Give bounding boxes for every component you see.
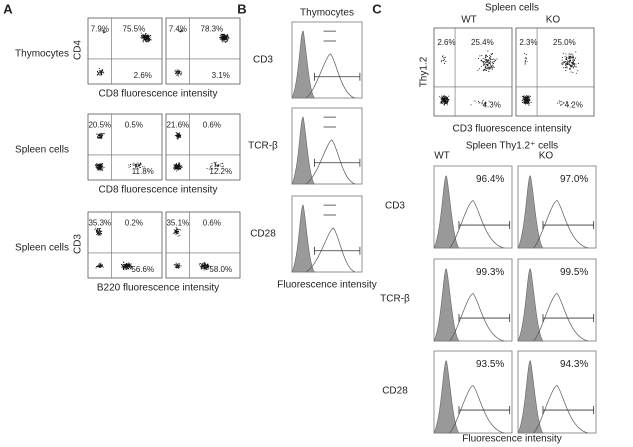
gate-marker xyxy=(458,221,511,230)
panel-label: C xyxy=(372,1,382,16)
percentage: 93.5% xyxy=(476,359,504,370)
percentage: 20.5% xyxy=(88,120,111,129)
dots xyxy=(439,50,498,107)
stain-histogram xyxy=(449,200,505,249)
marker-label: CD28 xyxy=(382,386,408,397)
percentage: 97.0% xyxy=(560,174,588,185)
percentage: 0.6% xyxy=(203,218,221,227)
x-axis-label: CD8 fluorescence intensity xyxy=(99,89,218,100)
percentage: 0.2% xyxy=(125,218,143,227)
dots xyxy=(521,51,579,106)
gate-marker xyxy=(314,158,361,167)
gate-marker xyxy=(458,406,511,415)
control-histogram xyxy=(291,204,315,273)
percentage: 56.6% xyxy=(131,265,154,274)
gate-marker xyxy=(542,314,595,323)
percentage: 99.5% xyxy=(560,267,588,278)
percentage: 0.5% xyxy=(125,120,143,129)
x-axis-label: CD8 fluorescence intensity xyxy=(99,185,218,196)
percentage: 2.6% xyxy=(437,38,455,47)
dots xyxy=(94,227,133,271)
stain-histogram xyxy=(449,385,505,434)
percentage: 25.0% xyxy=(553,38,576,47)
percentage: 12.2% xyxy=(209,167,232,176)
mean-marks xyxy=(323,30,337,42)
percentage: 96.4% xyxy=(476,174,504,185)
column-label: WT xyxy=(461,15,477,26)
sub-title: Spleen Thy1.2⁺ cells xyxy=(466,141,558,152)
dots xyxy=(174,29,230,77)
control-histogram xyxy=(517,268,544,342)
percentage: 58.0% xyxy=(209,265,232,274)
stain-histogram xyxy=(449,293,505,342)
panel-title: Spleen cells xyxy=(485,3,539,14)
control-histogram xyxy=(433,175,460,249)
marker-label: CD3 xyxy=(253,55,273,66)
stain-histogram xyxy=(305,139,356,185)
sample-label: Spleen cells xyxy=(15,145,69,156)
x-axis-label: Fluorescence intensity xyxy=(277,280,377,291)
percentage: 99.3% xyxy=(476,267,504,278)
percentage: 7.9% xyxy=(91,24,109,33)
percentage: 35.1% xyxy=(166,218,189,227)
marker-label: CD3 xyxy=(385,201,405,212)
mean-marks xyxy=(323,116,337,128)
y-axis-label: CD3 xyxy=(73,234,84,254)
gate-marker xyxy=(542,221,595,230)
marker-label: TCR-β xyxy=(248,141,278,152)
stain-histogram xyxy=(305,227,356,273)
percentage: 2.3% xyxy=(519,38,537,47)
y-axis-label: Thy1.2 xyxy=(419,56,430,87)
panel-label: B xyxy=(237,1,246,16)
panel-title: Thymocytes xyxy=(300,8,354,19)
sample-label: Spleen cells xyxy=(15,243,69,254)
marker-label: TCR-β xyxy=(380,294,410,305)
percentage: 25.4% xyxy=(471,38,494,47)
column-label: KO xyxy=(539,151,554,162)
marker-label: CD28 xyxy=(250,229,276,240)
column-label: KO xyxy=(546,15,561,26)
percentage: 78.3% xyxy=(201,24,224,33)
percentage: 11.8% xyxy=(132,167,154,176)
percentage: 2.6% xyxy=(134,71,152,80)
control-histogram xyxy=(517,175,544,249)
x-axis-label: CD3 fluorescence intensity xyxy=(453,124,572,135)
stain-histogram xyxy=(305,53,356,99)
dots xyxy=(95,132,145,172)
control-histogram xyxy=(433,268,460,342)
control-histogram xyxy=(291,30,315,99)
control-histogram xyxy=(517,360,544,434)
percentage: 21.6% xyxy=(166,120,189,129)
x-axis-label: B220 fluorescence intensity xyxy=(97,283,219,294)
gate-marker xyxy=(458,314,511,323)
stain-histogram xyxy=(533,293,589,342)
gate-marker xyxy=(542,406,595,415)
percentage: 0.6% xyxy=(203,120,221,129)
dots xyxy=(96,29,152,76)
x-axis-label: Fluorescence intensity xyxy=(462,434,562,445)
percentage: 35.3% xyxy=(88,218,111,227)
control-histogram xyxy=(433,360,460,434)
gate-marker xyxy=(314,72,361,81)
percentage: 3.1% xyxy=(212,71,230,80)
percentage: 7.4% xyxy=(169,24,187,33)
percentage: 4.3% xyxy=(483,101,501,110)
percentage: 94.3% xyxy=(560,359,588,370)
stain-histogram xyxy=(533,200,589,249)
percentage: 75.5% xyxy=(123,24,146,33)
control-histogram xyxy=(291,116,315,185)
sample-label: Thymocytes xyxy=(15,49,69,60)
stain-histogram xyxy=(533,385,589,434)
dots xyxy=(173,132,224,172)
percentage: 4.2% xyxy=(565,101,583,110)
dots xyxy=(173,227,211,271)
panel-label: A xyxy=(3,1,13,16)
gate-marker xyxy=(314,246,361,255)
y-axis-label: CD4 xyxy=(73,40,84,60)
column-label: WT xyxy=(434,151,450,162)
mean-marks xyxy=(323,204,337,216)
